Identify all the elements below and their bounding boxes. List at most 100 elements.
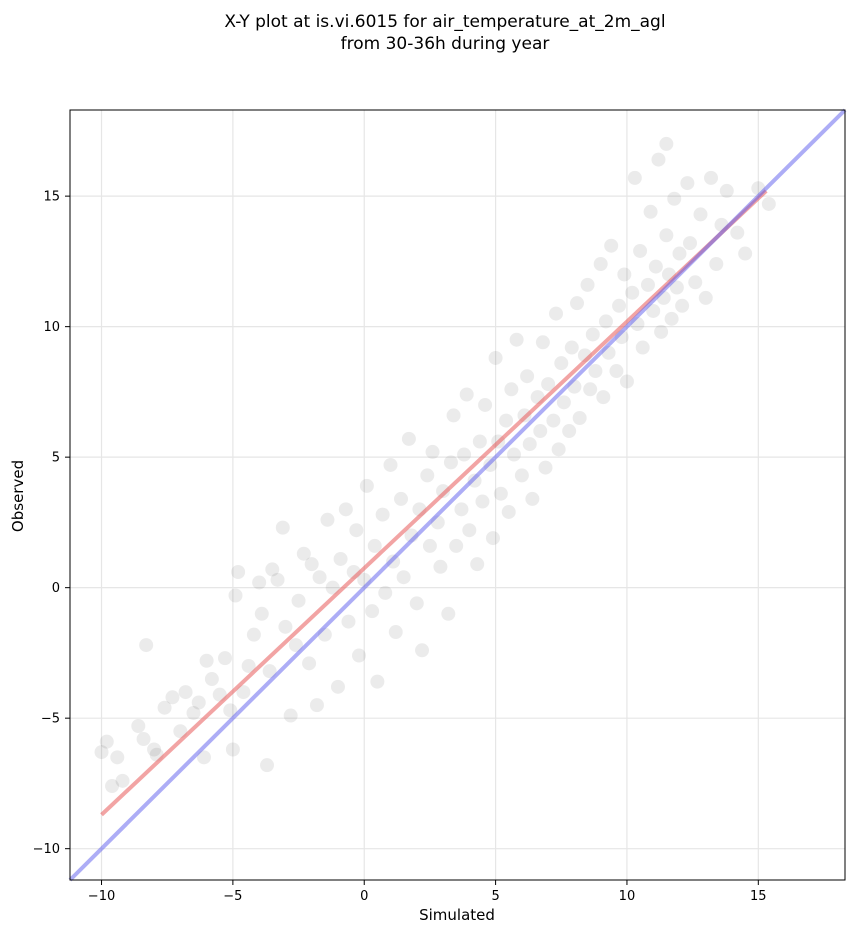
data-point [580, 277, 595, 292]
x-tick-label: −5 [223, 889, 242, 904]
data-point [609, 364, 624, 379]
data-point [654, 324, 669, 339]
data-point [204, 672, 219, 687]
data-point [612, 298, 627, 313]
data-point [598, 314, 613, 329]
data-point [478, 397, 493, 412]
data-point [472, 434, 487, 449]
data-point [425, 444, 440, 459]
points-layer [94, 136, 776, 794]
data-point [99, 734, 114, 749]
data-point [320, 512, 335, 527]
data-point [617, 267, 632, 282]
data-point [470, 557, 485, 572]
data-point [351, 648, 366, 663]
data-point [633, 243, 648, 258]
x-axis-label: Simulated [419, 906, 495, 924]
data-point [522, 437, 537, 452]
data-point [333, 551, 348, 566]
data-point [349, 523, 364, 538]
data-point [583, 382, 598, 397]
x-tick-label: 5 [491, 889, 499, 904]
data-point [443, 455, 458, 470]
data-point [191, 695, 206, 710]
data-point [147, 742, 162, 757]
data-point [275, 520, 290, 535]
data-point [409, 596, 424, 611]
data-point [252, 575, 267, 590]
x-tick-label: −10 [88, 889, 115, 904]
data-point [704, 170, 719, 185]
data-point [131, 719, 146, 733]
data-point [378, 585, 393, 600]
data-point [383, 457, 398, 472]
data-point [262, 664, 277, 679]
data-point [533, 424, 548, 439]
data-point [506, 447, 521, 462]
data-point [302, 656, 317, 671]
data-point [309, 698, 324, 713]
data-point [501, 504, 516, 519]
data-point [488, 350, 503, 365]
y-tick-label: 0 [52, 581, 60, 596]
plot-frame [69, 109, 846, 881]
data-point [585, 327, 600, 342]
data-point [554, 356, 569, 371]
x-tick-label: 15 [750, 889, 767, 904]
y-axis-ticks: −10 −5 0 5 10 15 [33, 190, 70, 857]
data-point [556, 395, 571, 410]
data-point [593, 257, 608, 271]
data-point [538, 460, 553, 475]
data-point [246, 627, 261, 642]
y-tick-label: −5 [41, 712, 60, 727]
data-point [196, 750, 211, 765]
data-point [283, 708, 298, 723]
data-point [441, 606, 456, 621]
data-point [241, 658, 256, 673]
data-point [588, 364, 603, 379]
data-point [199, 653, 214, 668]
data-point [236, 685, 251, 700]
data-point [375, 507, 390, 522]
data-point [535, 335, 550, 350]
data-point [709, 257, 724, 271]
y-tick-label: 5 [52, 451, 60, 466]
y-tick-label: −10 [33, 842, 60, 857]
data-point [485, 531, 500, 546]
data-point [493, 486, 508, 501]
data-point [304, 557, 319, 572]
data-point [173, 724, 188, 739]
data-point [110, 750, 125, 765]
data-point [648, 259, 663, 274]
data-point [223, 703, 238, 718]
data-point [549, 306, 564, 321]
x-tick-label: 0 [360, 889, 368, 904]
data-point [388, 625, 403, 640]
data-point [664, 311, 679, 326]
data-point [640, 277, 655, 292]
data-point [436, 484, 451, 499]
fit-lines-layer [68, 108, 847, 882]
data-point [454, 502, 469, 517]
data-point [698, 290, 713, 305]
data-point [643, 204, 658, 219]
data-point [225, 742, 240, 757]
data-point [627, 170, 642, 185]
identity-line [68, 108, 847, 882]
data-point [604, 238, 619, 253]
data-point [509, 332, 524, 347]
data-point [680, 176, 695, 191]
data-point [541, 377, 556, 392]
data-point [730, 225, 745, 240]
data-point [359, 478, 374, 493]
data-point [738, 246, 753, 261]
data-point [218, 651, 232, 666]
data-point [401, 431, 416, 446]
data-point [570, 296, 585, 311]
data-point [651, 152, 666, 167]
data-point [625, 285, 640, 300]
data-point [462, 523, 477, 538]
data-point [446, 408, 461, 423]
data-point [330, 679, 345, 694]
